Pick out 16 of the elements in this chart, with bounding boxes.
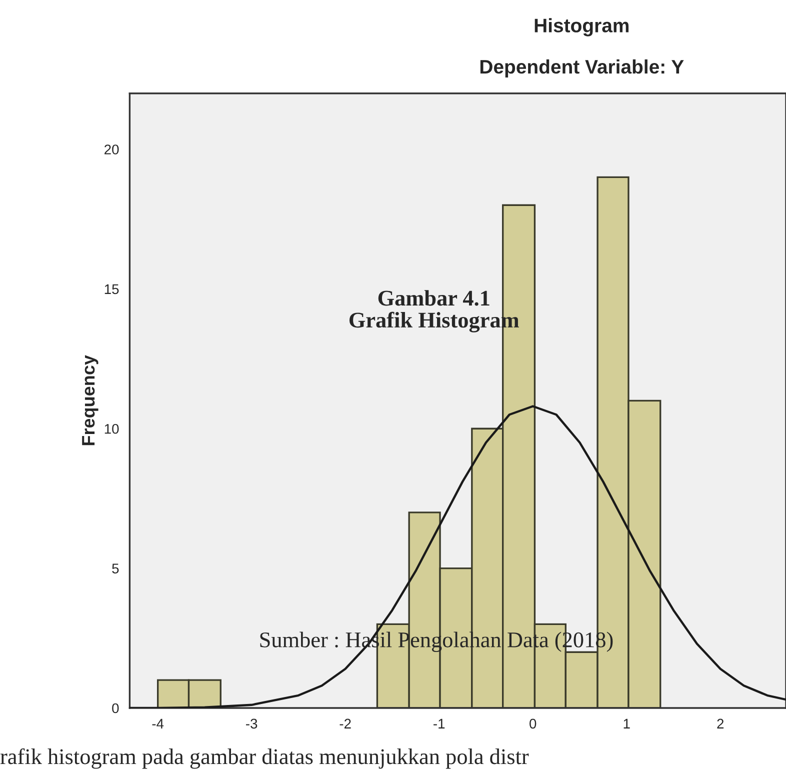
y-tick-label: 0	[112, 703, 119, 714]
x-tick-label: 2	[717, 718, 724, 728]
y-tick-label: 10	[104, 424, 119, 434]
x-tick-label: -4	[152, 718, 164, 728]
x-tick-label: 0	[530, 718, 536, 729]
y-tick-label: 5	[112, 564, 119, 574]
x-tick-label: -2	[340, 718, 351, 728]
chart-title: Histogram	[534, 18, 629, 36]
x-tick-label: 1	[624, 718, 630, 728]
y-tick-label: 15	[104, 284, 119, 294]
text: rafik histogram pada gambar diatas menunjukkan pola distr	[0, 748, 529, 769]
y-tick-label: 20	[104, 144, 119, 154]
y-axis-title: Frequency	[82, 355, 98, 446]
chart-subtitle: Dependent Variable: Y	[480, 59, 684, 78]
x-tick-label: -3	[246, 718, 258, 729]
x-tick-label: -1	[434, 718, 445, 728]
